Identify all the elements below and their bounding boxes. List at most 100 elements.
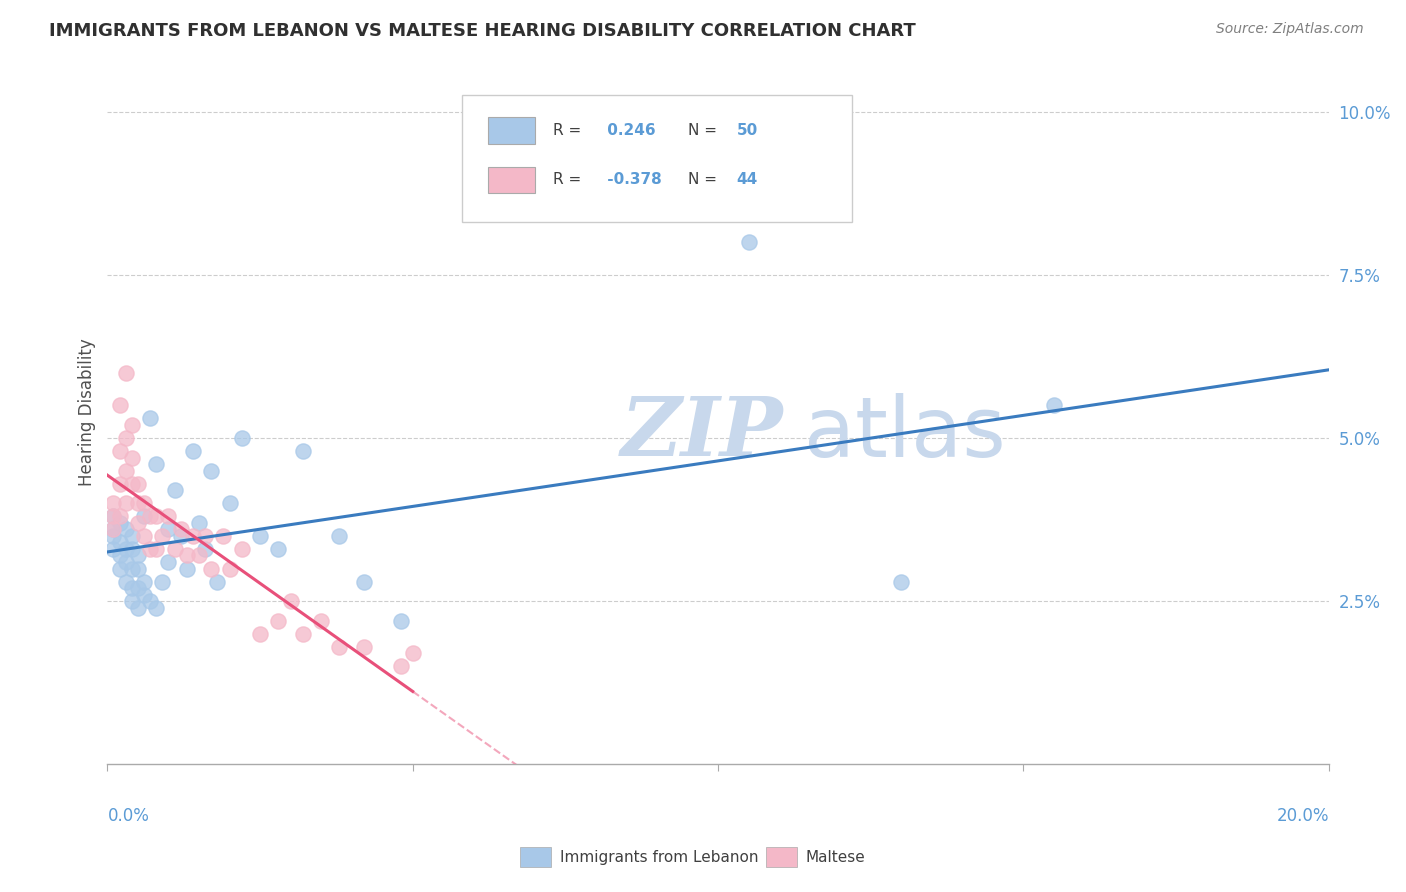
Point [737, 235, 759, 250]
Point [114, 366, 136, 380]
Point [121, 594, 143, 608]
Point [150, 574, 173, 589]
Point [127, 600, 149, 615]
Point [114, 431, 136, 445]
Text: Immigrants from Lebanon: Immigrants from Lebanon [560, 850, 758, 864]
Point [231, 431, 253, 445]
Point [121, 561, 143, 575]
Point [145, 600, 167, 615]
Point [139, 411, 162, 425]
Point [103, 509, 125, 524]
Point [108, 398, 131, 412]
Point [157, 555, 180, 569]
Point [114, 464, 136, 478]
Point [328, 640, 350, 654]
Point [127, 581, 149, 595]
Point [194, 529, 217, 543]
Text: N =: N = [688, 122, 721, 137]
Point [267, 541, 290, 556]
Point [103, 522, 125, 536]
Point [121, 450, 143, 465]
Point [218, 496, 240, 510]
Point [309, 614, 332, 628]
Point [188, 549, 211, 563]
Point [114, 555, 136, 569]
Text: IMMIGRANTS FROM LEBANON VS MALTESE HEARING DISABILITY CORRELATION CHART: IMMIGRANTS FROM LEBANON VS MALTESE HEARI… [49, 22, 915, 40]
FancyBboxPatch shape [488, 118, 534, 145]
Point [127, 516, 149, 530]
Point [103, 509, 125, 524]
Point [114, 541, 136, 556]
Point [108, 509, 131, 524]
Point [163, 541, 186, 556]
Point [108, 561, 131, 575]
Point [249, 529, 271, 543]
FancyBboxPatch shape [488, 167, 534, 194]
Point [145, 541, 167, 556]
Text: 50: 50 [737, 122, 758, 137]
Text: ZIP: ZIP [620, 393, 783, 473]
Text: -0.378: -0.378 [602, 172, 662, 187]
Point [139, 541, 162, 556]
Text: atlas: atlas [804, 392, 1005, 474]
Point [145, 509, 167, 524]
Point [200, 561, 222, 575]
Point [132, 574, 155, 589]
Point [328, 529, 350, 543]
Point [139, 509, 162, 524]
Point [108, 549, 131, 563]
Point [1043, 398, 1066, 412]
Point [103, 522, 125, 536]
Point [108, 476, 131, 491]
Point [188, 516, 211, 530]
Point [103, 529, 125, 543]
Point [176, 561, 198, 575]
Point [127, 549, 149, 563]
Point [249, 627, 271, 641]
Point [108, 535, 131, 549]
Point [103, 496, 125, 510]
Point [280, 594, 302, 608]
Point [200, 464, 222, 478]
Text: R =: R = [553, 172, 586, 187]
Point [212, 529, 235, 543]
Point [163, 483, 186, 498]
Point [389, 659, 412, 673]
Point [267, 614, 290, 628]
Point [389, 614, 412, 628]
Point [150, 529, 173, 543]
Point [121, 417, 143, 432]
Point [121, 476, 143, 491]
Point [103, 541, 125, 556]
Point [132, 588, 155, 602]
Y-axis label: Hearing Disability: Hearing Disability [79, 338, 96, 486]
Point [121, 541, 143, 556]
Point [207, 574, 229, 589]
Text: 44: 44 [737, 172, 758, 187]
Point [169, 522, 191, 536]
Text: Maltese: Maltese [806, 850, 865, 864]
Point [145, 457, 167, 471]
Point [127, 476, 149, 491]
Point [353, 574, 375, 589]
Point [132, 529, 155, 543]
Point [218, 561, 240, 575]
Point [114, 496, 136, 510]
Point [291, 627, 314, 641]
Point [108, 444, 131, 458]
Point [181, 529, 204, 543]
FancyBboxPatch shape [461, 95, 852, 222]
Point [291, 444, 314, 458]
Point [176, 549, 198, 563]
Text: 20.0%: 20.0% [1277, 806, 1329, 824]
Text: N =: N = [688, 172, 721, 187]
Point [132, 496, 155, 510]
Text: Source: ZipAtlas.com: Source: ZipAtlas.com [1216, 22, 1364, 37]
Point [169, 529, 191, 543]
Point [108, 516, 131, 530]
Point [121, 581, 143, 595]
Text: 0.246: 0.246 [602, 122, 655, 137]
Point [157, 509, 180, 524]
Point [231, 541, 253, 556]
Point [127, 561, 149, 575]
